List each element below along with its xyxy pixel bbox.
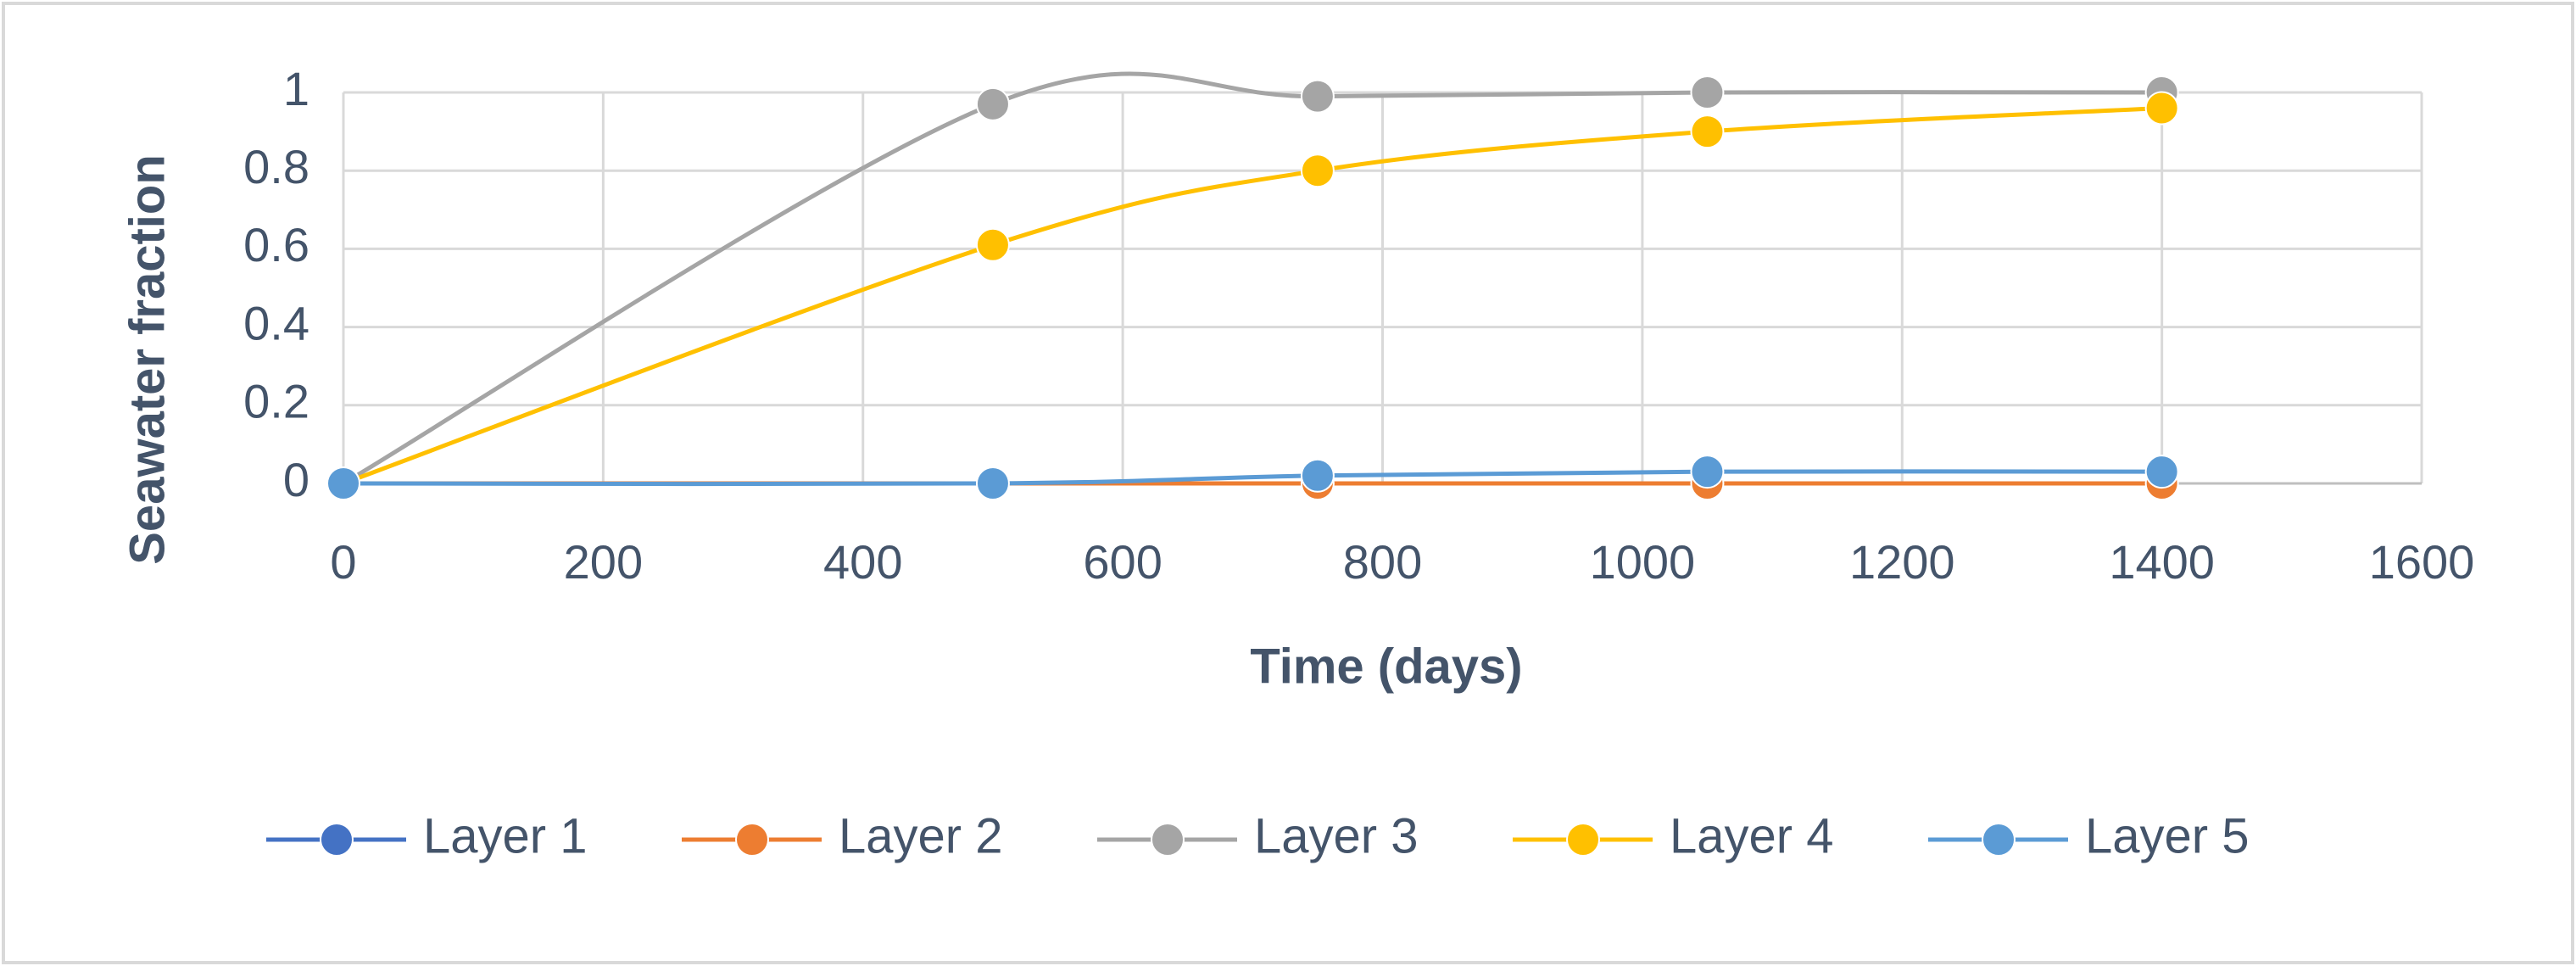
data-point [975, 466, 1010, 500]
y-axis-title: Seawater fraction [120, 154, 175, 565]
legend-label: Layer 5 [2085, 808, 2249, 863]
x-axis-title: Time (days) [1250, 639, 1522, 694]
legend-label: Layer 1 [423, 808, 587, 863]
y-tick-label: 0 [283, 453, 309, 506]
x-tick-label: 800 [1343, 535, 1422, 589]
data-point [326, 466, 360, 500]
x-tick-label: 400 [823, 535, 902, 589]
data-point [975, 227, 1010, 262]
y-tick-label: 0.4 [243, 296, 309, 349]
x-tick-label: 1200 [1849, 535, 1955, 589]
data-point [975, 87, 1010, 121]
legend-marker [1151, 823, 1185, 857]
legend-label: Layer 2 [839, 808, 1002, 863]
data-point [1300, 154, 1335, 188]
data-point [1690, 114, 1725, 149]
data-point [1300, 79, 1335, 114]
y-tick-label: 0.2 [243, 375, 309, 428]
data-point [1690, 75, 1725, 109]
y-tick-label: 0.8 [243, 140, 309, 193]
x-tick-label: 600 [1083, 535, 1162, 589]
legend-marker [735, 823, 769, 857]
x-tick-label: 1000 [1590, 535, 1696, 589]
y-tick-label: 0.6 [243, 218, 309, 271]
legend-marker [320, 823, 354, 857]
series-line [342, 71, 2162, 486]
y-tick-label: 1 [283, 62, 309, 115]
x-tick-label: 200 [564, 535, 643, 589]
legend-marker [1982, 823, 2016, 857]
data-point [2144, 91, 2179, 126]
x-tick-label: 1600 [2369, 535, 2475, 589]
data-point [1690, 455, 1725, 489]
x-tick-label: 1400 [2109, 535, 2215, 589]
legend-label: Layer 3 [1254, 808, 1418, 863]
legend-label: Layer 4 [1670, 808, 1833, 863]
data-point [1300, 458, 1335, 493]
x-tick-label: 0 [330, 535, 356, 589]
data-point [2144, 455, 2179, 489]
legend-marker [1566, 823, 1600, 857]
